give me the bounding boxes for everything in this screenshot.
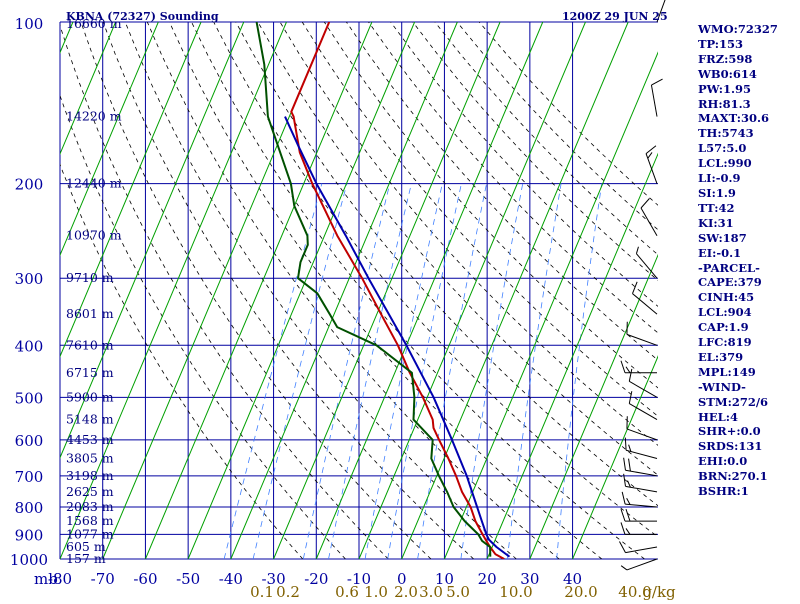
stat-line: L57:5.0 <box>698 141 798 156</box>
height-label: 8601 m <box>66 306 114 321</box>
mixing-ratio-label: 2.0 <box>394 583 418 600</box>
height-label: 2625 m <box>66 484 114 499</box>
pressure-tick-label: 900 <box>15 526 44 544</box>
stat-line: BSHR:1 <box>698 484 798 499</box>
height-label: 4453 m <box>66 432 114 447</box>
mixing-ratio-label: 3.0 <box>419 583 443 600</box>
temperature-tick-label: -70 <box>91 570 115 588</box>
stat-line: TH:5743 <box>698 126 798 141</box>
stat-line: TT:42 <box>698 201 798 216</box>
stat-line: LFC:819 <box>698 335 798 350</box>
height-label: 6715 m <box>66 365 114 380</box>
pressure-tick-label: 600 <box>15 432 44 450</box>
stat-line: RH:81.3 <box>698 97 798 112</box>
stat-line: SHR+:0.0 <box>698 424 798 439</box>
mixing-ratio-label: 20.0 <box>564 583 597 600</box>
mixing-ratio-label: 0.2 <box>276 583 300 600</box>
stat-line: FRZ:598 <box>698 52 798 67</box>
mixing-ratio-label: 0.6 <box>335 583 359 600</box>
stat-line: MPL:149 <box>698 365 798 380</box>
height-label: 10970 m <box>66 228 122 243</box>
stat-line: -WIND- <box>698 380 798 395</box>
height-label: 7610 m <box>66 337 114 352</box>
stat-line: LI:-0.9 <box>698 171 798 186</box>
sounding-time: 1200Z 29 JUN 25 <box>562 10 668 23</box>
stat-line: PW:1.95 <box>698 82 798 97</box>
stat-line: LCL:904 <box>698 305 798 320</box>
stat-line: MAXT:30.6 <box>698 111 798 126</box>
pressure-tick-label: 400 <box>15 337 44 355</box>
mixing-ratio-label: 1.0 <box>364 583 388 600</box>
stat-line: EI:-0.1 <box>698 246 798 261</box>
pressure-tick-label: 500 <box>15 389 44 407</box>
stat-line: SRDS:131 <box>698 439 798 454</box>
height-label: 3805 m <box>66 451 114 466</box>
height-label: 2083 m <box>66 499 114 514</box>
height-label: 5148 m <box>66 412 114 427</box>
pressure-tick-label: 100 <box>15 15 44 33</box>
temperature-tick-label: -40 <box>219 570 243 588</box>
pressure-tick-label: 300 <box>15 270 44 288</box>
stat-line: STM:272/6 <box>698 395 798 410</box>
pressure-tick-label: 700 <box>15 468 44 486</box>
stat-line: CAPE:379 <box>698 275 798 290</box>
height-label: 9710 m <box>66 270 114 285</box>
stat-line: CAP:1.9 <box>698 320 798 335</box>
mixing-ratio-label: g/kg <box>642 583 676 600</box>
stat-line: LCL:990 <box>698 156 798 171</box>
height-label: 5900 m <box>66 389 114 404</box>
pressure-tick-label: 800 <box>15 499 44 517</box>
height-label: 14220 m <box>66 109 122 124</box>
stat-line: -PARCEL- <box>698 261 798 276</box>
temperature-tick-label: -60 <box>133 570 157 588</box>
stat-line: WMO:72327 <box>698 22 798 37</box>
pressure-unit-label: mb <box>34 570 58 588</box>
stat-line: WB0:614 <box>698 67 798 82</box>
temperature-tick-label: -50 <box>176 570 200 588</box>
pressure-tick-label: 1000 <box>10 551 48 569</box>
stat-line: EL:379 <box>698 350 798 365</box>
station-title: KBNA (72327) Sounding <box>66 10 219 23</box>
stat-line: TP:153 <box>698 37 798 52</box>
height-label: 3198 m <box>66 468 114 483</box>
height-label: 12440 m <box>66 176 122 191</box>
stat-line: CINH:45 <box>698 290 798 305</box>
mixing-ratio-label: 5.0 <box>446 583 470 600</box>
pressure-tick-label: 200 <box>15 176 44 194</box>
temperature-tick-label: 20 <box>478 570 497 588</box>
stat-line: EHI:0.0 <box>698 454 798 469</box>
height-label: 157 m <box>66 551 106 566</box>
stat-line: SW:187 <box>698 231 798 246</box>
stat-line: KI:31 <box>698 216 798 231</box>
mixing-ratio-label: 10.0 <box>499 583 532 600</box>
stat-line: HEL:4 <box>698 410 798 425</box>
stat-line: SI:1.9 <box>698 186 798 201</box>
temperature-tick-label: -20 <box>304 570 328 588</box>
stat-line: BRN:270.1 <box>698 469 798 484</box>
mixing-ratio-label: 0.1 <box>250 583 274 600</box>
